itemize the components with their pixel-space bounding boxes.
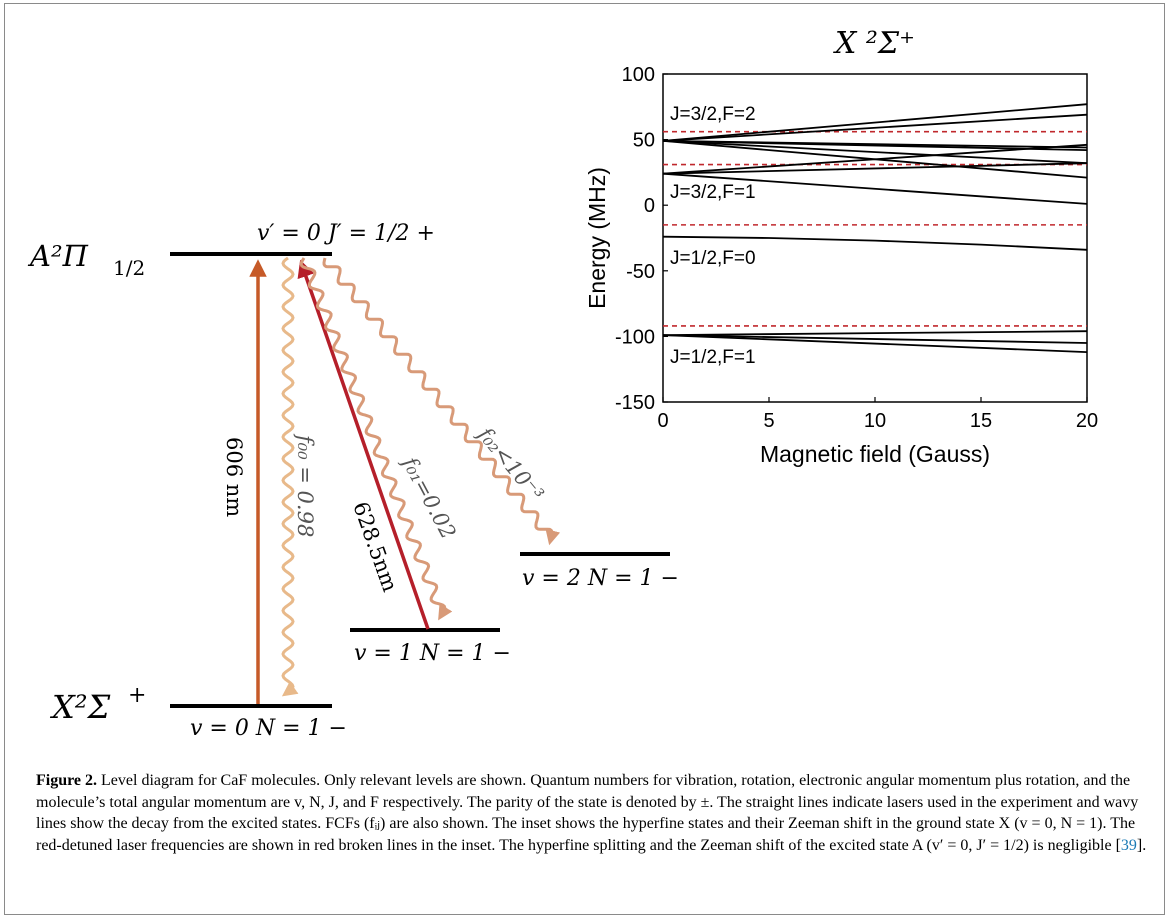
caption-label: Figure 2. <box>36 772 98 789</box>
chart-xlabel: Magnetic field (Gauss) <box>760 441 990 467</box>
excited-state-label: A²Π <box>27 239 89 273</box>
ground-state-label: X²Σ <box>49 688 111 726</box>
x-tick-label: 0 <box>657 410 668 432</box>
excited-state-subscript: 1/2 <box>113 256 145 280</box>
chart-annotation-j32-f2: J=3/2,F=2 <box>670 104 756 125</box>
figure-caption: Figure 2. Level diagram for CaF molecule… <box>36 770 1156 856</box>
zeeman-curve-11 <box>662 334 1088 344</box>
ground-state-superscript: + <box>128 683 146 708</box>
decay-f00-label: f₀₀ = 0.98 <box>293 433 317 537</box>
chart-ylabel: Energy (MHz) <box>584 167 610 309</box>
chart-annotation-j32-f1: J=3/2,F=1 <box>670 182 756 203</box>
zeeman-curve-6 <box>662 143 1088 175</box>
y-tick-label: 0 <box>644 195 655 217</box>
zeeman-curve-12 <box>662 334 1088 353</box>
laser-628-arrow <box>297 259 430 630</box>
y-tick-label: 50 <box>633 130 655 152</box>
inset-chart: X ²Σ⁺ 0 5 10 15 20 100 50 0 -50 -100 -150 J=3/2,F… <box>584 26 1098 467</box>
y-tick-label: -150 <box>615 392 655 414</box>
x-tick-label: 5 <box>763 410 774 432</box>
caption-reference-link[interactable]: 39 <box>1120 836 1137 854</box>
decay-f02-wavy-arrow <box>322 257 561 546</box>
y-tick-label: -50 <box>626 261 655 283</box>
level-label-v2: v = 2 N = 1 − <box>522 566 679 591</box>
x-tick-label: 10 <box>864 410 886 432</box>
chart-annotation-j12-f0: J=1/2,F=0 <box>670 248 756 269</box>
chart-annotation-j12-f1: J=1/2,F=1 <box>670 347 756 368</box>
zeeman-curve-3 <box>662 140 1088 165</box>
level-label-v0: v = 0 N = 1 − <box>190 716 347 741</box>
excited-level-label: v′ = 0 J′ = 1/2 + <box>257 221 435 246</box>
chart-title: X ²Σ⁺ <box>833 26 915 61</box>
level-label-v1: v = 1 N = 1 − <box>354 641 511 666</box>
decay-f00-wavy-arrow <box>281 256 299 697</box>
figure-frame <box>4 3 1165 915</box>
zeeman-curve-1 <box>662 113 1088 142</box>
zeeman-curve-0 <box>662 103 1088 142</box>
y-tick-label: -100 <box>615 326 655 348</box>
zeeman-curve-4 <box>662 140 1088 149</box>
x-tick-label: 20 <box>1076 410 1098 432</box>
zeeman-curve-8 <box>662 172 1088 205</box>
y-tick-label: 100 <box>622 64 655 86</box>
decay-f01-wavy-arrow <box>299 257 453 621</box>
zeeman-curve-10 <box>662 330 1088 336</box>
caption-text-end: ]. <box>1136 836 1147 854</box>
x-tick-label: 15 <box>970 410 992 432</box>
decay-f01-label: f₀₁=0.02 <box>397 451 461 543</box>
zeeman-curve-9 <box>662 235 1088 251</box>
caption-text: Level diagram for CaF molecules. Only re… <box>36 772 1139 854</box>
zeeman-curve-7 <box>662 162 1088 175</box>
level-diagram: A²Π 1/2 v′ = 0 J′ = 1/2 + X²Σ + v = 0 N … <box>27 221 679 741</box>
laser-628-label: 628.5nm <box>348 499 402 595</box>
laser-606-label: 606 nm <box>222 437 246 517</box>
